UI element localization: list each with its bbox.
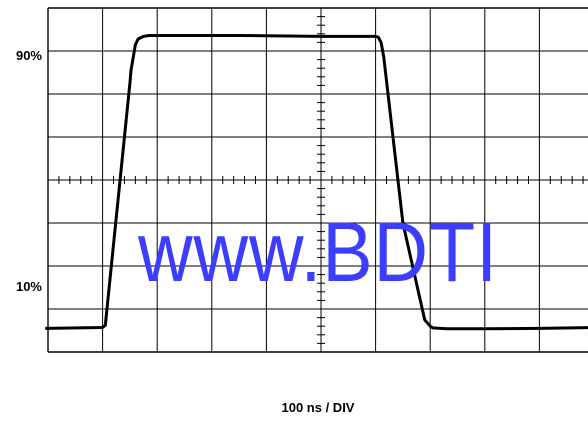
y-label-10-percent: 10% bbox=[16, 279, 42, 294]
pulse-trace bbox=[45, 34, 588, 331]
graticule-minor-ticks bbox=[58, 16, 584, 344]
watermark-text: www.BDTI bbox=[138, 205, 499, 299]
y-label-90-percent: 90% bbox=[16, 48, 42, 63]
x-axis-label: 100 ns / DIV bbox=[282, 400, 355, 415]
graticule-grid bbox=[47, 7, 588, 353]
